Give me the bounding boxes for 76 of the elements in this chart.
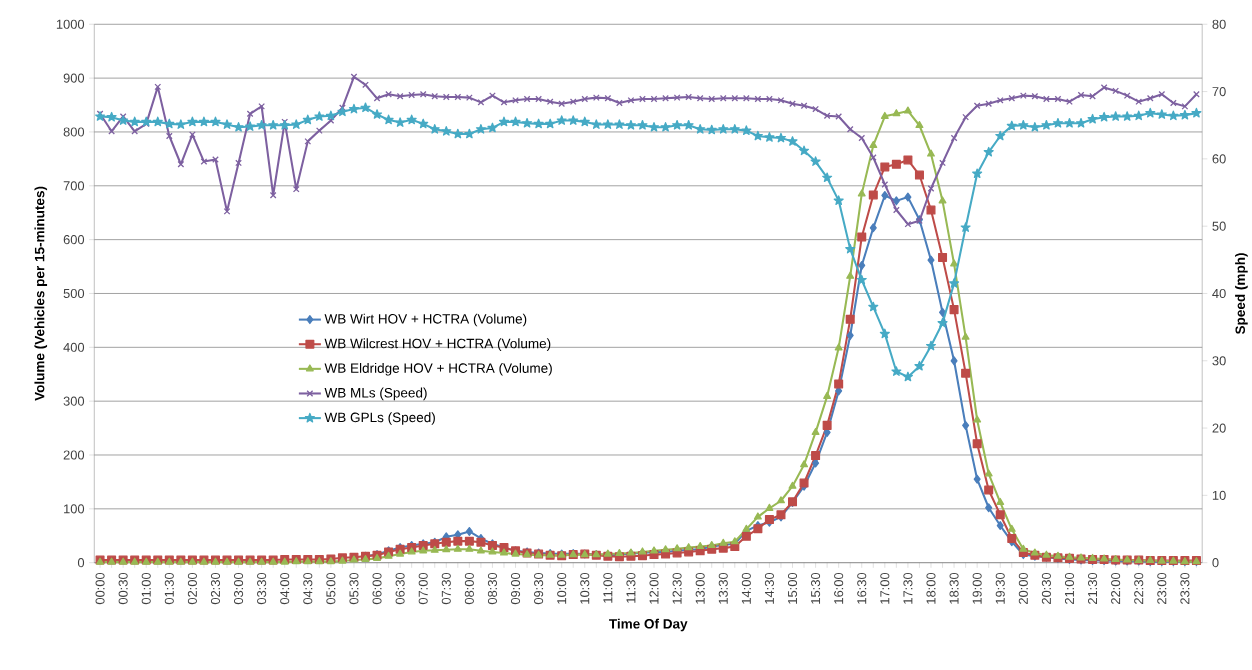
x-tick-label: 19:30 [995, 573, 1005, 604]
x-tick-label: 00:30 [118, 573, 128, 605]
x-tick-label: 14:30 [764, 573, 774, 604]
x-tick-label: 15:00 [787, 573, 798, 604]
x-tick-label: 11:00 [603, 573, 613, 603]
x-tick-label: 12:00 [649, 573, 659, 604]
x-tick-label: 08:00 [464, 573, 474, 605]
y-tick-label: 300 [63, 396, 85, 406]
x-tick-label: 03:00 [234, 573, 244, 605]
x-tick-label: 12:30 [672, 573, 682, 604]
x-tick-label: 20:00 [1018, 573, 1028, 605]
x-tick-label: 05:30 [349, 573, 359, 605]
y2-axis-title: Speed (mph) [1235, 253, 1248, 335]
y2-tick-label: 60 [1212, 154, 1226, 164]
x-tick-label: 10:00 [557, 573, 567, 604]
x-tick-label: 01:30 [164, 573, 174, 605]
x-tick-label: 21:30 [1088, 573, 1098, 605]
y2-tick-label: 30 [1212, 356, 1226, 366]
x-tick-label: 22:00 [1111, 573, 1121, 605]
x-tick-label: 09:00 [510, 573, 521, 605]
y2-tick-label: 70 [1212, 87, 1226, 97]
x-tick-label: 14:00 [741, 573, 751, 604]
x-tick-label: 23:30 [1180, 573, 1190, 605]
x-tick-label: 00:00 [95, 573, 105, 605]
x-tick-label: 17:00 [880, 573, 890, 604]
x-tick-label: 22:30 [1134, 573, 1144, 605]
x-tick-label: 06:00 [372, 573, 382, 605]
y-tick-label: 500 [63, 289, 85, 299]
x-tick-label: 05:00 [326, 573, 336, 605]
x-tick-label: 13:30 [718, 573, 728, 604]
x-axis-title: Time Of Day [609, 618, 688, 632]
y2-tick-label: 20 [1212, 423, 1226, 433]
x-tick-label: 07:30 [441, 573, 451, 605]
legend-label: WB GPLs (Speed) [324, 412, 435, 426]
x-tick-label: 03:30 [257, 573, 267, 605]
y2-tick-label: 40 [1212, 289, 1226, 299]
y-tick-label: 900 [63, 73, 85, 83]
x-tick-label: 09:30 [534, 573, 544, 605]
y-axis-title: Volume (Vehicles per 15-minutes) [34, 186, 48, 401]
y-tick-label: 700 [63, 181, 85, 191]
y2-tick-label: 0 [1212, 558, 1219, 568]
x-tick-label: 07:00 [418, 573, 428, 605]
x-tick-label: 06:30 [395, 573, 405, 605]
x-tick-label: 23:00 [1157, 573, 1167, 605]
y-tick-label: 600 [63, 235, 85, 245]
y-tick-label: 200 [63, 450, 85, 460]
y-tick-label: 0 [77, 558, 85, 568]
legend-label: WB Wilcrest HOV + HCTRA (Volume) [324, 338, 551, 352]
x-tick-label: 18:00 [926, 573, 936, 604]
y-tick-label: 800 [63, 127, 85, 137]
x-tick-label: 21:00 [1064, 573, 1075, 605]
x-tick-label: 15:30 [811, 573, 821, 604]
y2-tick-label: 80 [1212, 19, 1226, 30]
x-tick-label: 02:00 [187, 573, 197, 605]
y2-tick-label: 10 [1212, 491, 1226, 501]
x-tick-label: 16:30 [857, 573, 867, 604]
y-tick-label: 1000 [56, 19, 85, 30]
x-tick-label: 08:30 [487, 573, 498, 605]
x-tick-label: 16:00 [834, 573, 844, 604]
x-tick-label: 13:00 [695, 573, 705, 604]
legend-label: WB Wirt HOV + HCTRA (Volume) [324, 313, 527, 327]
x-tick-label: 04:00 [280, 573, 290, 605]
x-tick-label: 19:00 [972, 573, 982, 604]
y-tick-label: 100 [64, 504, 85, 514]
x-tick-label: 20:30 [1041, 573, 1051, 605]
x-tick-label: 02:30 [210, 573, 221, 605]
legend-label: WB MLs (Speed) [324, 387, 427, 401]
x-tick-label: 17:30 [903, 573, 913, 604]
legend-label: WB Eldridge HOV + HCTRA (Volume) [324, 363, 552, 376]
x-tick-label: 18:30 [949, 573, 959, 604]
x-tick-label: 10:30 [580, 573, 590, 604]
y-tick-label: 400 [63, 342, 85, 353]
y2-tick-label: 50 [1212, 221, 1226, 231]
x-tick-label: 01:00 [141, 573, 151, 605]
x-tick-label: 11:30 [626, 573, 636, 603]
x-tick-label: 04:30 [303, 573, 313, 605]
